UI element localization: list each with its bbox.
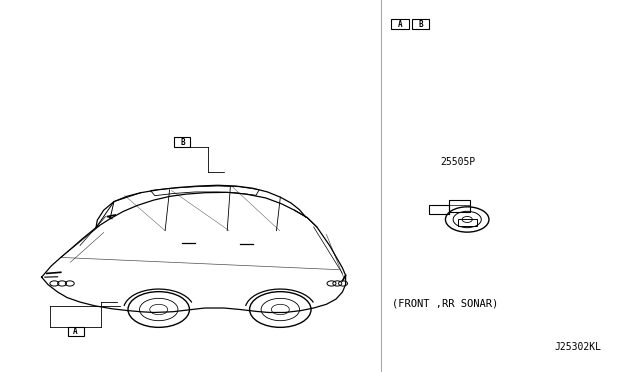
Text: J25302KL: J25302KL: [555, 341, 602, 352]
Text: (FRONT ,RR SONAR): (FRONT ,RR SONAR): [392, 298, 498, 308]
Text: A: A: [397, 20, 403, 29]
FancyBboxPatch shape: [412, 19, 429, 29]
Text: B: B: [180, 138, 185, 147]
Bar: [429, 205, 449, 214]
FancyBboxPatch shape: [174, 137, 191, 147]
Text: B: B: [418, 20, 423, 29]
FancyBboxPatch shape: [68, 327, 84, 336]
Text: A: A: [73, 327, 78, 336]
Bar: [458, 219, 477, 226]
FancyBboxPatch shape: [391, 19, 409, 29]
Bar: [449, 200, 470, 212]
Text: 25505P: 25505P: [440, 157, 476, 167]
